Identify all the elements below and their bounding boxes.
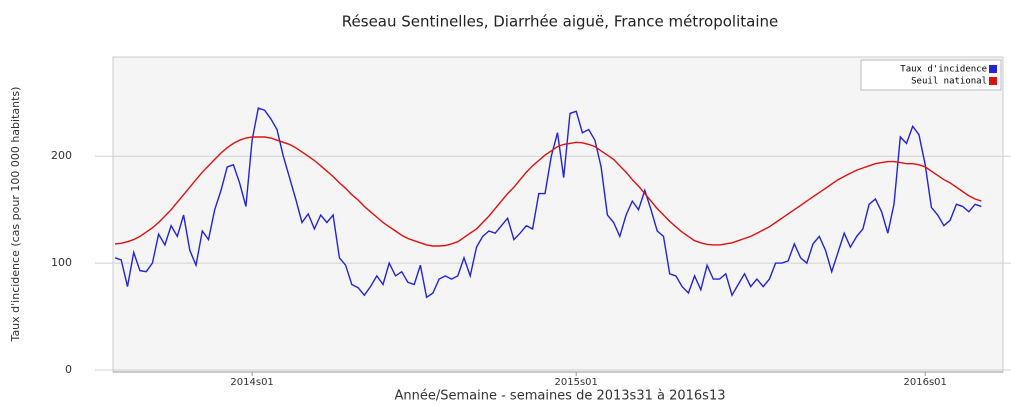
legend-swatch — [989, 77, 997, 85]
line-series — [114, 107, 982, 299]
y-tick-label: 200 — [51, 149, 72, 162]
y-tick-label: 100 — [51, 256, 72, 269]
y-tick-label: 0 — [65, 363, 72, 376]
x-tick-label: 2014s01 — [230, 377, 273, 388]
legend-label: Taux d'incidence — [900, 65, 987, 75]
legend-label: Seuil national — [911, 77, 987, 87]
x-tick-label: 2015s01 — [555, 377, 598, 388]
x-tick-label: 2016s01 — [904, 377, 947, 388]
plot-area — [112, 56, 1004, 373]
legend-swatch — [989, 65, 997, 73]
y-axis-label: Taux d'incidence (cas pour 100 000 habit… — [9, 87, 22, 343]
line-series — [114, 136, 982, 247]
chart-title: Réseau Sentinelles, Diarrhée aiguë, Fran… — [342, 13, 778, 31]
legend-box — [860, 59, 1002, 91]
x-axis-label: Année/Semaine - semaines de 2013s31 à 20… — [395, 389, 726, 404]
